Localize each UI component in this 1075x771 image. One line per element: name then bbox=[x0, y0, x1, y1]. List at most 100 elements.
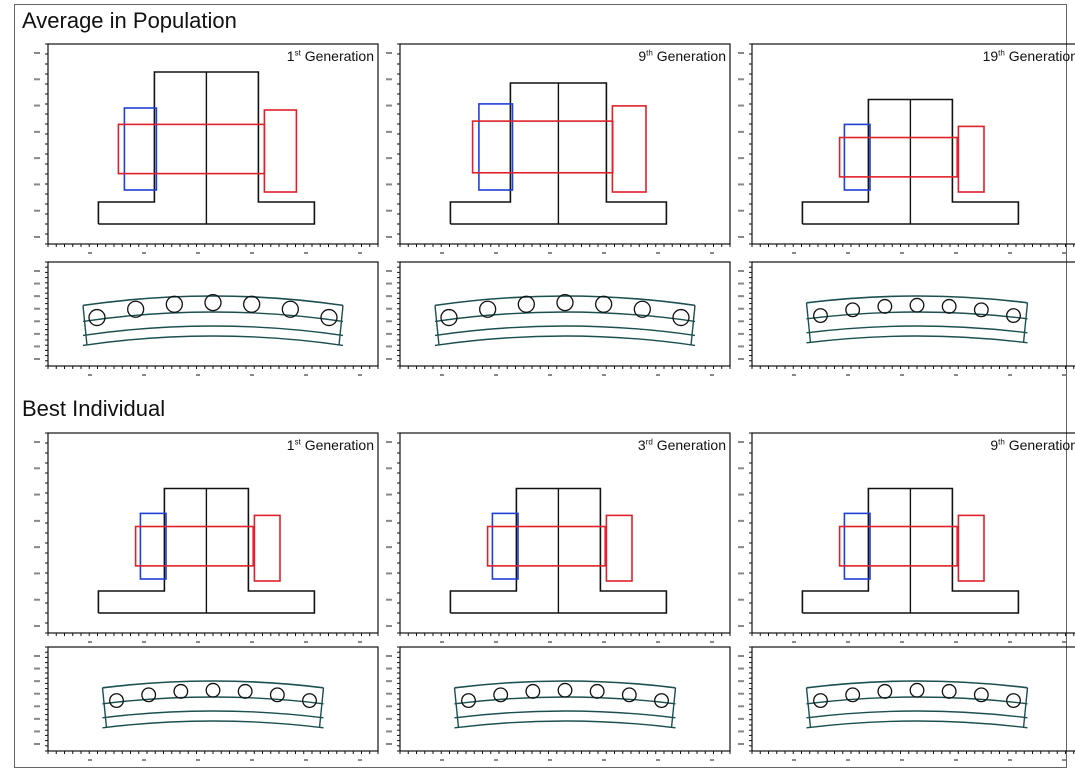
bolt-hole-circle bbox=[556, 293, 574, 312]
generation-word: Generation bbox=[300, 437, 374, 453]
arc-end-left bbox=[453, 687, 460, 728]
arc-outer bbox=[102, 680, 324, 689]
right-magnet bbox=[263, 109, 298, 193]
bolt-hole-circle bbox=[877, 298, 893, 314]
generation-word: Generation bbox=[652, 437, 726, 453]
structure-outline bbox=[449, 487, 668, 614]
generation-number: 9 bbox=[638, 48, 647, 64]
generation-label: 1st Generation bbox=[287, 437, 374, 453]
arc-inner-2 bbox=[434, 335, 696, 347]
arc-center bbox=[806, 696, 1028, 705]
bolt-hole-circle bbox=[845, 302, 861, 318]
bolt-hole-circle bbox=[845, 687, 861, 703]
arc-end-left bbox=[805, 687, 812, 728]
bolt-hole-circle bbox=[320, 308, 338, 327]
bolt-hole-circle bbox=[621, 687, 637, 703]
bolt-hole-circle bbox=[269, 687, 285, 703]
bolt-hole-circle bbox=[672, 308, 690, 327]
arc-outer bbox=[454, 680, 676, 689]
cross-section-plot bbox=[34, 43, 379, 254]
arc-plot bbox=[34, 646, 379, 761]
generation-suffix: st bbox=[294, 437, 301, 447]
bolt-hole-circle bbox=[479, 300, 497, 318]
arc-end-left bbox=[805, 302, 812, 343]
arc-inner-2 bbox=[102, 720, 324, 729]
bolt-hole-circle bbox=[281, 300, 299, 318]
generation-suffix: th bbox=[998, 437, 1005, 447]
bolt-hole-circle bbox=[302, 693, 317, 709]
arc-center bbox=[454, 696, 676, 705]
left-magnet bbox=[843, 512, 871, 580]
bolt-hole-circle bbox=[633, 300, 651, 318]
structure-outline bbox=[97, 71, 316, 225]
plot-frame bbox=[751, 43, 1075, 245]
bolt-hole-circle bbox=[877, 683, 893, 699]
bolt-hole-circle bbox=[654, 693, 669, 709]
bolt-hole-circle bbox=[973, 302, 989, 318]
bolt-hole-circle bbox=[595, 295, 613, 313]
plot-frame bbox=[399, 432, 731, 634]
bolt-hole-circle bbox=[909, 297, 925, 313]
generation-number: 1 bbox=[286, 48, 295, 64]
section-title-average: Average in Population bbox=[22, 8, 237, 33]
generation-label: 3rd Generation bbox=[638, 437, 726, 453]
bolt-hole-circle bbox=[813, 693, 828, 709]
bolt-hole-circle bbox=[173, 683, 189, 699]
cross-section-plot bbox=[738, 43, 1075, 254]
arc-inner-2 bbox=[454, 720, 676, 729]
arc-end-right bbox=[1022, 687, 1029, 728]
structure-outline bbox=[801, 98, 1020, 225]
arc-plot bbox=[386, 261, 731, 376]
generation-number: 3 bbox=[637, 437, 646, 453]
arc-inner bbox=[454, 710, 676, 719]
right-magnet bbox=[957, 125, 985, 193]
bolt-hole-circle bbox=[237, 683, 253, 699]
generation-number: 19 bbox=[982, 48, 999, 64]
generation-word: Generation bbox=[1004, 437, 1075, 453]
generation-suffix: th bbox=[646, 48, 653, 58]
generation-suffix: st bbox=[294, 48, 301, 58]
right-magnet bbox=[605, 514, 633, 582]
generation-label: 19th Generation bbox=[983, 48, 1075, 64]
arc-inner bbox=[806, 325, 1028, 334]
cross-section-plot bbox=[738, 432, 1075, 643]
bolt-hole-circle bbox=[941, 298, 957, 314]
right-magnet bbox=[253, 514, 281, 582]
bolt-hole-circle bbox=[525, 683, 541, 699]
arc-center bbox=[102, 696, 324, 705]
arc-inner-2 bbox=[806, 335, 1028, 344]
bolt-hole-circle bbox=[589, 683, 605, 699]
generation-number: 9 bbox=[990, 437, 999, 453]
bolt-hole-circle bbox=[109, 693, 124, 709]
arc-inner bbox=[434, 325, 696, 337]
arc-plot bbox=[738, 646, 1075, 761]
bolt-hole-circle bbox=[243, 295, 261, 313]
right-magnet bbox=[957, 514, 985, 582]
arc-end-right bbox=[670, 687, 677, 728]
arc-inner-2 bbox=[806, 720, 1028, 729]
arc-plot bbox=[34, 261, 379, 376]
cross-section-plot bbox=[386, 43, 731, 254]
center-magnet bbox=[838, 136, 958, 178]
center-magnet bbox=[838, 525, 958, 567]
arc-end-right bbox=[1022, 302, 1029, 343]
bolt-hole-circle bbox=[165, 295, 183, 313]
bolt-hole-circle bbox=[88, 308, 106, 327]
arc-end-left bbox=[101, 687, 108, 728]
arc-inner bbox=[82, 325, 344, 337]
generation-suffix: th bbox=[998, 48, 1005, 58]
cross-section-plot bbox=[386, 432, 731, 643]
arc-inner-2 bbox=[82, 335, 344, 347]
arc-inner bbox=[806, 710, 1028, 719]
left-magnet bbox=[139, 512, 167, 580]
plot-frame bbox=[399, 43, 731, 245]
right-magnet bbox=[611, 105, 647, 193]
arc-end-right bbox=[690, 305, 696, 346]
bolt-hole-circle bbox=[141, 687, 157, 703]
left-magnet bbox=[123, 107, 158, 191]
generation-suffix: rd bbox=[645, 437, 653, 447]
structure-outline bbox=[449, 82, 668, 225]
generation-word: Generation bbox=[1004, 48, 1075, 64]
bolt-hole-circle bbox=[517, 295, 535, 313]
arc-outer bbox=[806, 295, 1028, 304]
